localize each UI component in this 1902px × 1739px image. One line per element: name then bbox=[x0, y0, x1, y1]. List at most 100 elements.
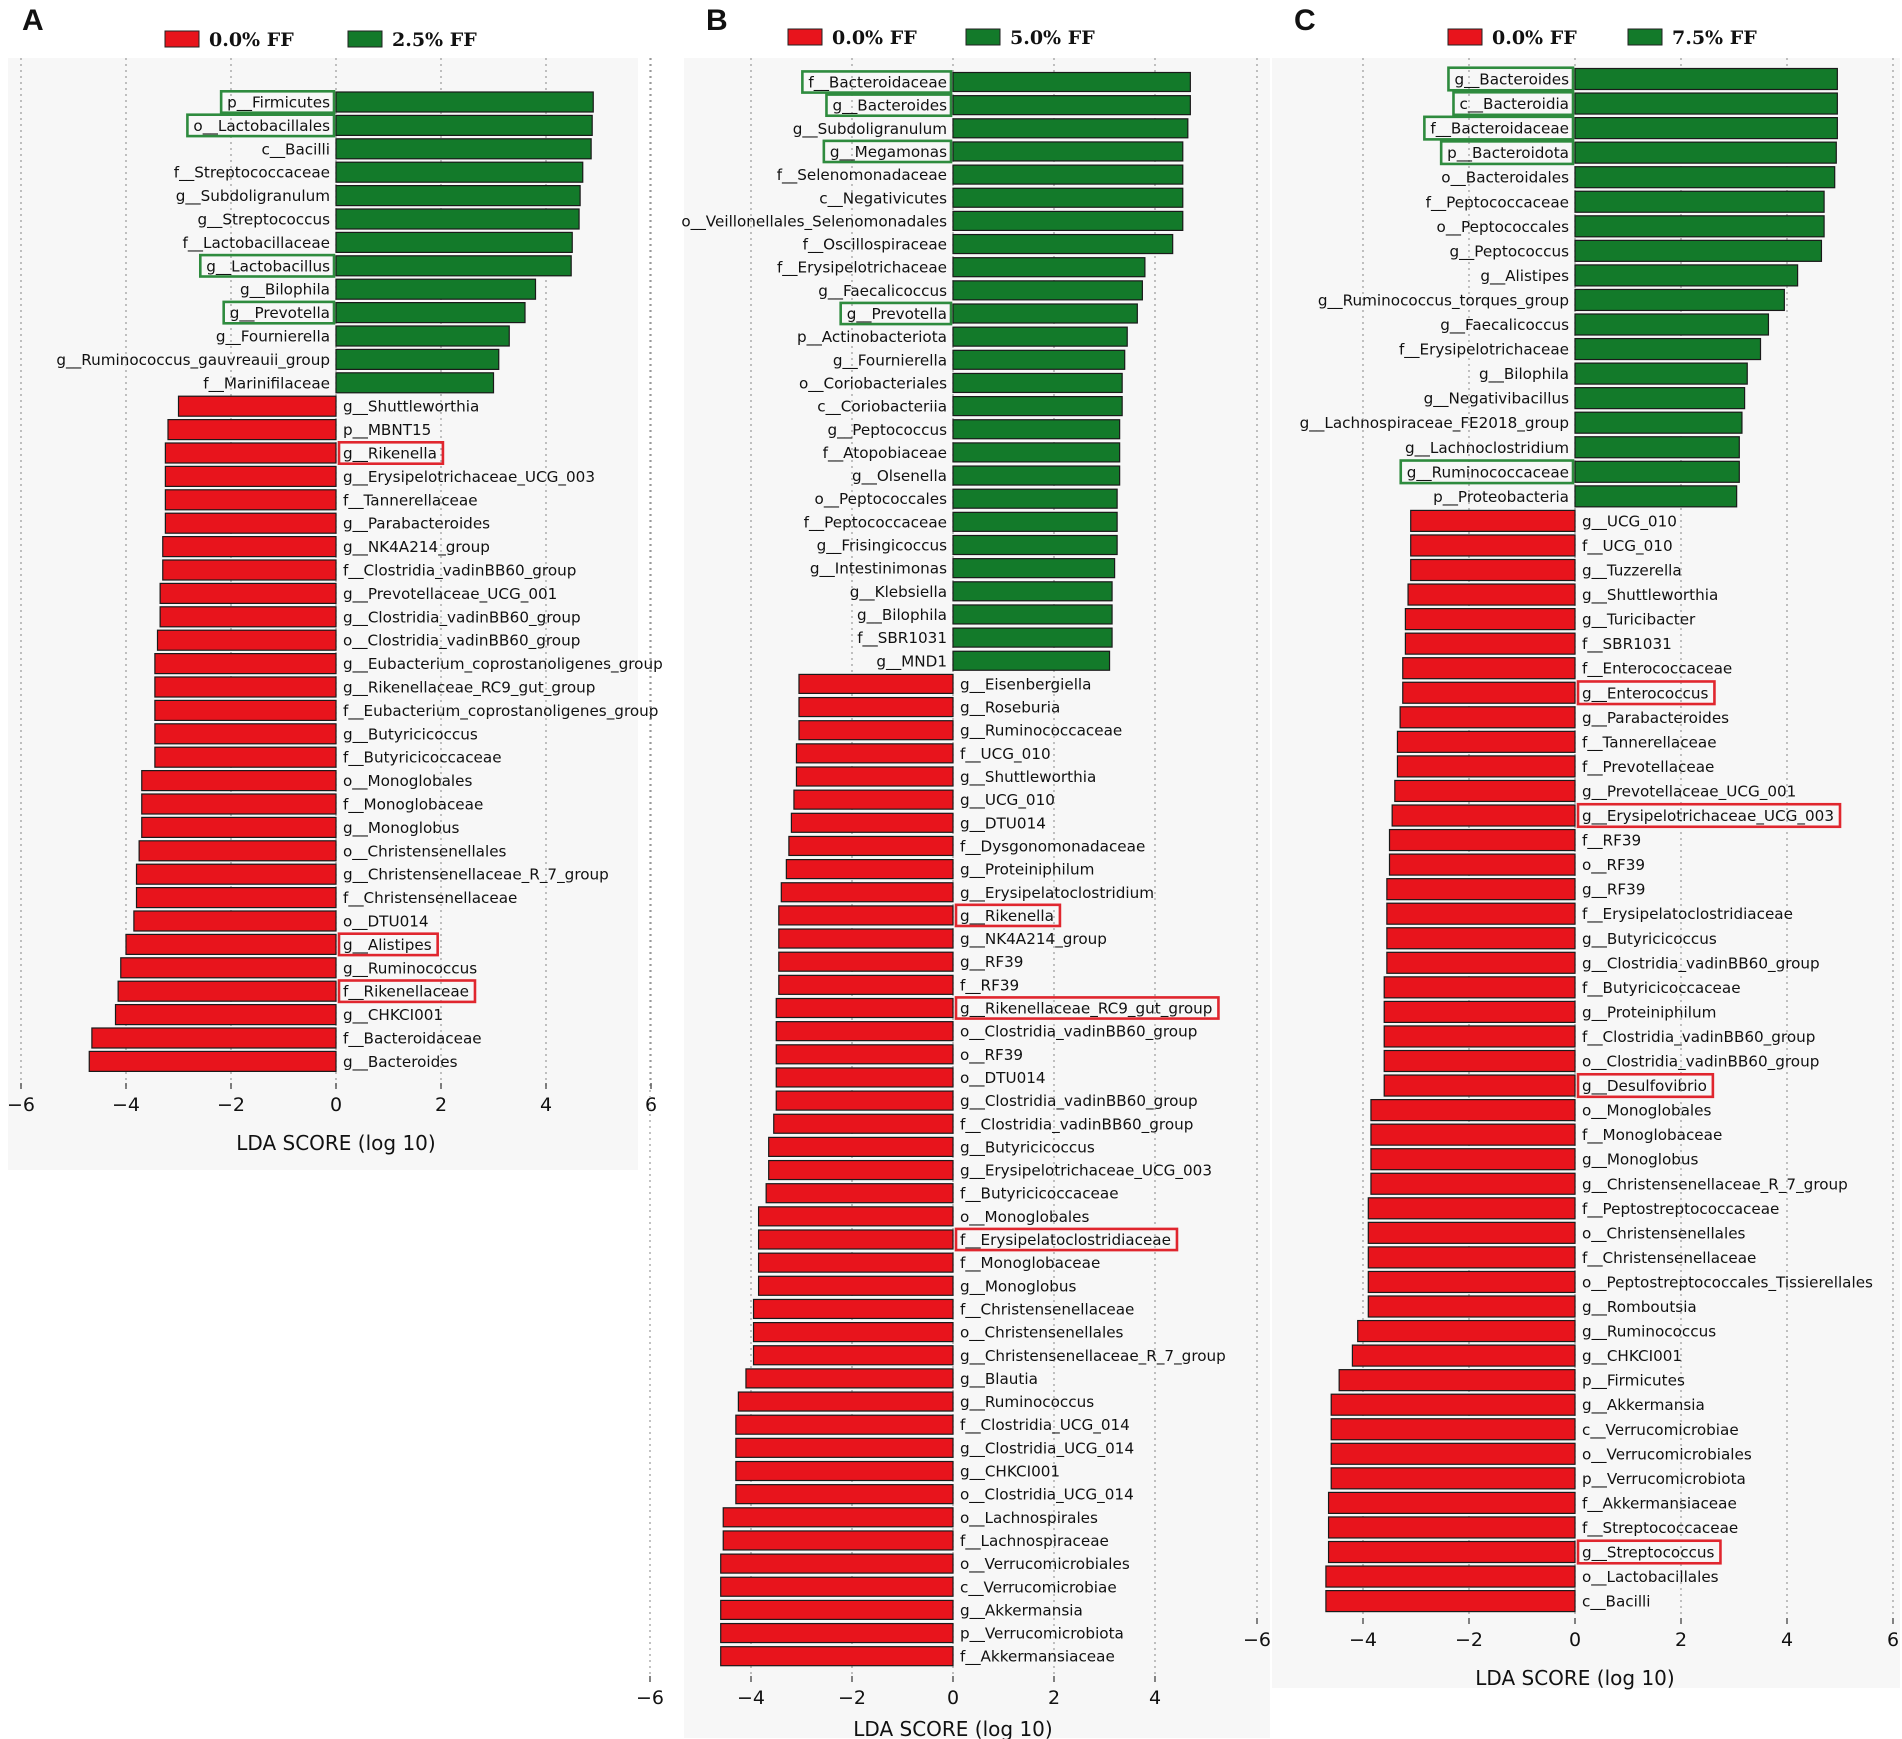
bar bbox=[952, 650, 1111, 671]
bar bbox=[154, 699, 337, 722]
bar bbox=[177, 395, 337, 417]
bar bbox=[135, 863, 337, 885]
x-tick-label: 2 bbox=[1048, 1687, 1060, 1709]
bar-label: o__Veillonellales_Selenomonadales bbox=[681, 212, 947, 231]
highlight-box bbox=[1576, 1539, 1722, 1565]
x-tick-label: −2 bbox=[217, 1094, 245, 1116]
bar bbox=[952, 257, 1146, 278]
bar bbox=[141, 793, 337, 815]
bar-label: g__Megamonas bbox=[830, 143, 947, 162]
bar bbox=[1367, 1246, 1576, 1269]
x-tick-label: −6 bbox=[7, 1094, 35, 1116]
bar bbox=[1325, 1565, 1576, 1588]
bar bbox=[335, 372, 495, 394]
bar-label: f__Akkermansiaceae bbox=[960, 1648, 1115, 1667]
bar bbox=[1574, 190, 1825, 213]
highlight-box bbox=[822, 139, 953, 164]
bar bbox=[1410, 534, 1576, 557]
bar-label: g__Monoglobus bbox=[1582, 1151, 1699, 1170]
bar-label: f__UCG_010 bbox=[1582, 537, 1673, 556]
bar-label: o__Clostridia_vadinBB60_group bbox=[960, 1023, 1197, 1042]
bar bbox=[775, 1067, 954, 1088]
bar-label: p__Verrucomicrobiota bbox=[960, 1625, 1124, 1644]
bar-label: f__Clostridia_vadinBB60_group bbox=[343, 562, 576, 581]
bar bbox=[1574, 436, 1740, 459]
highlight-box bbox=[337, 932, 439, 957]
bar bbox=[1574, 460, 1740, 483]
highlight-box bbox=[1576, 1072, 1715, 1099]
bar bbox=[798, 673, 954, 695]
bar bbox=[778, 974, 954, 995]
bar-label: g__Negativibacillus bbox=[1424, 390, 1569, 409]
bar-label: f__Enterococcaceae bbox=[1582, 660, 1732, 679]
highlight-box bbox=[954, 903, 1062, 928]
legend-label: 0.0% FF bbox=[832, 27, 917, 49]
bar bbox=[793, 789, 954, 810]
bar bbox=[1574, 264, 1799, 287]
bar bbox=[1383, 1000, 1576, 1024]
bar-label: f__Clostridia_vadinBB60_group bbox=[1582, 1028, 1815, 1047]
bar-label: f__Prevotellaceae bbox=[1582, 758, 1714, 777]
bar bbox=[1574, 141, 1837, 164]
bar bbox=[335, 231, 573, 253]
bar bbox=[1404, 607, 1576, 631]
bar-label: g__Parabacteroides bbox=[1582, 709, 1729, 728]
bar-label: f__Marinifilaceae bbox=[203, 374, 330, 393]
bar-label: g__Turicibacter bbox=[1582, 611, 1696, 630]
bar bbox=[768, 1159, 954, 1181]
bar-label: o__Clostridia_UCG_014 bbox=[960, 1486, 1134, 1505]
bar bbox=[335, 302, 526, 324]
bar-label: g__Fournierella bbox=[833, 351, 947, 370]
bar-label: g__Streptococcus bbox=[1582, 1544, 1715, 1563]
bar bbox=[1367, 1270, 1576, 1294]
bar-label: o__Verrucomicrobiales bbox=[960, 1555, 1130, 1574]
bar-label: g__Christensenellaceae_R_7_group bbox=[1582, 1175, 1848, 1194]
bar-label: g__Frisingicoccus bbox=[817, 537, 948, 556]
bar bbox=[1574, 166, 1836, 189]
legend-label: 0.0% FF bbox=[209, 29, 294, 51]
bar bbox=[1391, 804, 1576, 827]
bar-label: p__Bacteroidota bbox=[1447, 144, 1569, 163]
bar-label: o__DTU014 bbox=[343, 913, 429, 932]
bar-label: g__Subdoligranulum bbox=[176, 187, 330, 206]
bar-label: g__DTU014 bbox=[960, 814, 1046, 833]
bar bbox=[162, 559, 337, 581]
bar bbox=[798, 696, 954, 718]
bar bbox=[952, 349, 1126, 370]
bar bbox=[1327, 1540, 1576, 1564]
bar-label: g__Monoglobus bbox=[960, 1277, 1077, 1296]
x-tick-label: 4 bbox=[1781, 1629, 1793, 1651]
bar bbox=[1386, 902, 1576, 925]
bar bbox=[1325, 1589, 1576, 1613]
bar bbox=[752, 1298, 954, 1320]
bar bbox=[952, 210, 1184, 231]
legend-label: 2.5% FF bbox=[392, 29, 477, 51]
bar-label: g__Ruminococcaceae bbox=[1407, 463, 1569, 482]
bar-label: f__Monoglobaceae bbox=[960, 1254, 1100, 1273]
bar bbox=[154, 676, 337, 698]
bar bbox=[156, 629, 337, 651]
bar bbox=[88, 1050, 337, 1073]
bar-label: f__Peptococcaceae bbox=[1426, 193, 1569, 212]
bar bbox=[952, 465, 1121, 486]
highlight-box bbox=[1576, 680, 1716, 706]
bar-label: g__Intestinimonas bbox=[810, 560, 947, 579]
bar-label: f__Clostridia_vadinBB60_group bbox=[960, 1115, 1193, 1134]
bar-label: f__Oscillospiraceae bbox=[803, 236, 947, 255]
bar-label: p__Firmicutes bbox=[1582, 1372, 1685, 1391]
bar bbox=[117, 980, 337, 1002]
bar-label: c__Negativicutes bbox=[819, 189, 947, 208]
bar bbox=[1330, 1442, 1576, 1465]
bar bbox=[1394, 779, 1576, 803]
bar-label: g__Faecalicoccus bbox=[1440, 316, 1569, 335]
panel-a-label: A bbox=[22, 4, 44, 37]
bar bbox=[1574, 337, 1762, 361]
lda-chart-b: 0.0% FF 5.0% FF f__Bacteroidaceae g__Bacter… bbox=[636, 27, 1226, 1739]
bar bbox=[785, 858, 954, 880]
bar bbox=[1383, 1049, 1576, 1073]
bar-label: g__CHKCI001 bbox=[343, 1006, 443, 1025]
bar bbox=[335, 161, 584, 183]
bar bbox=[1574, 67, 1838, 91]
x-tick-label: −4 bbox=[112, 1094, 140, 1116]
bar bbox=[737, 1391, 954, 1412]
